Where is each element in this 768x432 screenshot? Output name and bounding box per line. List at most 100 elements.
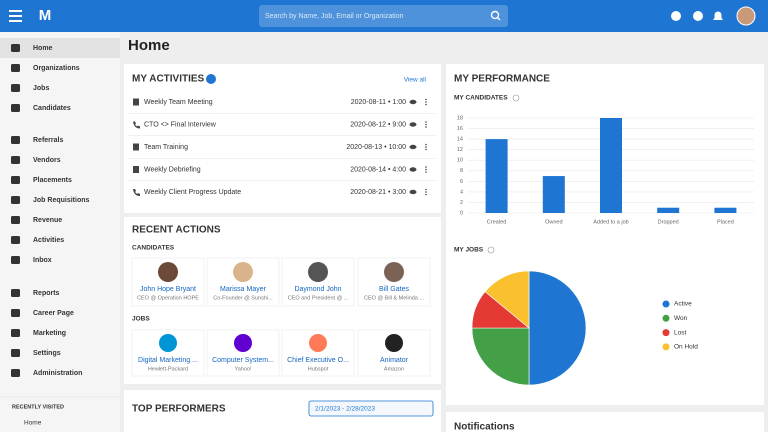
info-icon (512, 94, 520, 102)
candidate-subtitle: Co-Founder @ Sunshi... (213, 295, 273, 301)
eye-icon[interactable] (409, 189, 417, 195)
notifications-panel (446, 412, 764, 432)
y-tick-label: 6 (460, 179, 463, 185)
search-icon[interactable] (490, 10, 501, 21)
menu-icon[interactable] (9, 10, 22, 22)
nav-icon (11, 64, 20, 72)
more-icon[interactable] (425, 126, 427, 128)
candidate-avatar (384, 262, 404, 282)
more-icon[interactable] (425, 98, 427, 101)
nav-item[interactable]: Home (33, 45, 53, 52)
nav-icon (11, 44, 20, 52)
job-title[interactable]: Computer System... (212, 357, 274, 364)
nav-icon (11, 176, 20, 184)
candidate-name[interactable]: Marissa Mayer (220, 286, 267, 293)
activity-label[interactable]: CTO <> Final Interview (144, 121, 217, 128)
x-tick-label: Owned (545, 219, 562, 225)
activity-label[interactable]: Team Training (144, 144, 188, 151)
nav-item[interactable]: Activities (33, 237, 64, 244)
more-icon[interactable] (425, 143, 427, 146)
activity-label[interactable]: Weekly Client Progress Update (144, 189, 241, 196)
panel-title: Notifications (454, 422, 515, 432)
more-icon[interactable] (425, 146, 427, 148)
more-icon[interactable] (425, 166, 427, 168)
panel-title: RECENT ACTIONS (132, 225, 221, 236)
nav-item[interactable]: Jobs (33, 85, 49, 92)
activity-label[interactable]: Weekly Debriefing (144, 166, 201, 173)
more-icon[interactable] (425, 123, 427, 126)
user-avatar[interactable] (736, 6, 756, 26)
nav-item[interactable]: Job Requisitions (33, 197, 90, 204)
bar (600, 118, 622, 213)
bell-icon[interactable] (713, 11, 723, 20)
nav-item[interactable]: Revenue (33, 217, 62, 224)
nav-item[interactable]: Reports (33, 290, 60, 297)
search-box[interactable] (259, 5, 508, 27)
date-range-input[interactable] (308, 400, 434, 417)
nav-icon (11, 349, 20, 357)
help-icon[interactable] (693, 11, 703, 21)
bar (485, 139, 508, 213)
more-icon[interactable] (425, 191, 427, 193)
candidate-name[interactable]: Bill Gates (379, 286, 409, 293)
job-title[interactable]: Chief Executive O... (287, 357, 349, 364)
section-title: CANDIDATES (132, 245, 175, 252)
activity-label[interactable]: Weekly Team Meeting (144, 99, 213, 106)
y-tick-label: 2 (460, 200, 463, 206)
nav-icon (11, 329, 20, 337)
legend-label: On Hold (674, 344, 698, 351)
nav-item[interactable]: Career Page (33, 310, 74, 317)
add-icon[interactable] (671, 11, 681, 21)
job-company: Hubspot (308, 366, 329, 372)
nav-item[interactable]: Vendors (33, 157, 61, 164)
nav-icon (11, 289, 20, 297)
phone-icon (133, 121, 140, 129)
y-tick-label: 8 (460, 168, 463, 174)
more-icon[interactable] (425, 171, 427, 173)
view-all-link[interactable]: View all (404, 77, 427, 84)
x-tick-label: Placed (717, 219, 734, 225)
job-title[interactable]: Animator (380, 357, 409, 364)
legend-swatch (662, 329, 670, 337)
nav-item[interactable]: Organizations (33, 65, 80, 72)
legend-swatch (662, 343, 670, 351)
nav-icon (11, 136, 20, 144)
nav-icon (11, 256, 20, 264)
bar (657, 207, 680, 213)
more-icon[interactable] (425, 193, 427, 196)
pie-slice (484, 270, 530, 329)
nav-item[interactable]: Settings (33, 350, 61, 357)
nav-item[interactable]: Administration (33, 370, 82, 377)
eye-icon[interactable] (409, 122, 417, 127)
page-title: Home (128, 37, 170, 54)
eye-icon[interactable] (409, 144, 417, 150)
panel-title: MY PERFORMANCE (454, 74, 550, 85)
eye-icon[interactable] (409, 99, 417, 105)
legend-swatch (662, 300, 670, 308)
phone-icon (133, 189, 140, 196)
candidate-name[interactable]: John Hope Bryant (140, 286, 196, 293)
add-activity[interactable] (206, 74, 216, 84)
more-icon[interactable] (425, 188, 427, 191)
eye-icon[interactable] (409, 167, 417, 172)
more-icon[interactable] (425, 121, 427, 123)
nav-item[interactable]: Candidates (33, 105, 71, 112)
recent-item[interactable]: Home (24, 420, 42, 427)
job-title[interactable]: Digital Marketing ... (138, 357, 198, 364)
more-icon[interactable] (425, 103, 427, 106)
search-placeholder: Search by Name, Job, Email or Organizati… (265, 13, 404, 20)
nav-item[interactable]: Inbox (33, 257, 52, 264)
more-icon[interactable] (425, 148, 427, 151)
nav-item[interactable]: Marketing (33, 330, 66, 337)
nav-icon (11, 369, 20, 377)
more-icon[interactable] (425, 168, 427, 171)
legend-label: Won (674, 315, 688, 322)
logo[interactable]: M (39, 7, 52, 24)
nav-item[interactable]: Referrals (33, 137, 63, 144)
nav-item[interactable]: Placements (33, 177, 72, 184)
candidate-name[interactable]: Daymond John (294, 286, 341, 293)
more-icon[interactable] (425, 101, 427, 103)
company-logo (309, 334, 327, 352)
